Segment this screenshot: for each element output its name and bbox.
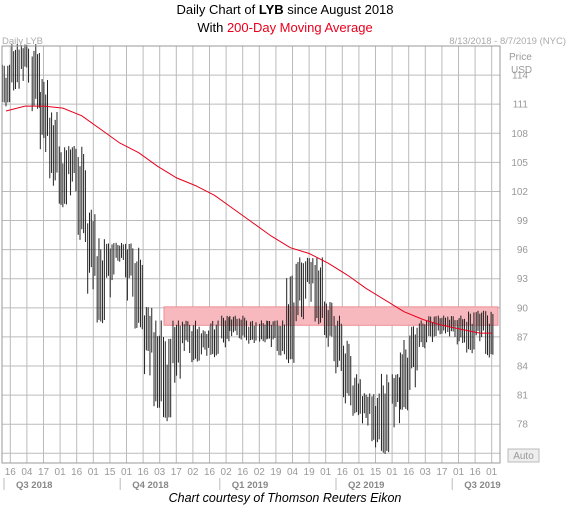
y-tick-label: 96 xyxy=(517,245,529,256)
chart-title-line-1: Daily Chart of LYB since August 2018 xyxy=(0,2,570,17)
x-tick-label: 16 xyxy=(138,467,150,478)
x-tick-label: 01 xyxy=(387,467,399,478)
quarter-label: Q4 2018 xyxy=(132,480,168,490)
subtitle-prefix: With xyxy=(197,20,227,35)
resistance-band xyxy=(163,306,499,326)
price-chart: 757881848790939699102105108111114 160417… xyxy=(1,36,566,490)
x-tick-label: 03 xyxy=(154,467,166,478)
x-tick-label: 04 xyxy=(287,467,299,478)
auto-scale-button[interactable] xyxy=(507,448,540,463)
x-tick-label: 01 xyxy=(320,467,332,478)
x-tick-label: 04 xyxy=(21,467,33,478)
x-tick-label: 19 xyxy=(270,467,282,478)
y-axis-title-price: Price xyxy=(509,52,532,63)
y-axis-labels: 757881848790939699102105108111114 xyxy=(511,71,528,460)
auto-scale-label: Auto xyxy=(513,451,534,462)
y-tick-label: 99 xyxy=(517,216,529,227)
subtitle-moving-average: 200-Day Moving Average xyxy=(226,20,373,35)
x-tick-label: 15 xyxy=(370,467,382,478)
x-tick-label: 17 xyxy=(171,467,183,478)
x-tick-label: 19 xyxy=(304,467,316,478)
x-axis-labels: 16 04 17 01 16 01 15 01 16 03 17 02 16 02 16 02 19 04 19 01… xyxy=(5,467,498,478)
y-tick-label: 78 xyxy=(517,420,529,431)
y-tick-label: 90 xyxy=(517,303,529,314)
quarter-label: Q1 2019 xyxy=(232,480,268,490)
price-bars xyxy=(1,44,494,454)
quarter-labels: Q3 2018 Q4 2018 Q1 2019 Q2 2019 Q3 2019 xyxy=(3,478,501,490)
quarter-label: Q2 2019 xyxy=(348,480,384,490)
x-tick-label: 01 xyxy=(486,467,498,478)
x-tick-label: 16 xyxy=(237,467,249,478)
x-tick-label: 01 xyxy=(453,467,465,478)
x-tick-label: 02 xyxy=(221,467,233,478)
x-tick-label: 16 xyxy=(71,467,83,478)
quarter-label: Q3 2018 xyxy=(16,480,52,490)
x-tick-label: 15 xyxy=(104,467,116,478)
x-tick-label: 01 xyxy=(88,467,100,478)
x-tick-label: 16 xyxy=(403,467,415,478)
x-tick-label: 16 xyxy=(5,467,17,478)
y-tick-label: 105 xyxy=(511,158,528,169)
y-tick-label: 87 xyxy=(517,332,529,343)
chart-header-left: Daily LYB xyxy=(2,36,43,47)
y-tick-label: 108 xyxy=(511,129,528,140)
x-tick-label: 02 xyxy=(187,467,199,478)
title-prefix: Daily Chart of xyxy=(176,2,259,17)
title-ticker: LYB xyxy=(258,2,284,17)
plot-border xyxy=(1,45,501,464)
x-tick-label: 17 xyxy=(436,467,448,478)
x-tick-label: 01 xyxy=(353,467,365,478)
chart-title-line-2: With 200-Day Moving Average xyxy=(0,20,570,35)
x-tick-label: 02 xyxy=(254,467,266,478)
chart-caption: Chart courtesy of Thomson Reuters Eikon xyxy=(168,491,402,505)
y-tick-label: 93 xyxy=(517,274,529,285)
chart-header-right: 8/13/2018 - 8/7/2019 (NYC) xyxy=(449,36,566,47)
x-tick-label: 16 xyxy=(204,467,216,478)
y-tick-label: 102 xyxy=(511,187,528,198)
x-tick-label: 16 xyxy=(337,467,349,478)
y-tick-label: 114 xyxy=(512,71,528,82)
x-tick-label: 16 xyxy=(470,467,482,478)
x-tick-label: 01 xyxy=(55,467,67,478)
x-tick-label: 03 xyxy=(420,467,432,478)
x-tick-label: 17 xyxy=(38,467,50,478)
moving-average-line xyxy=(5,105,492,334)
chart-grid xyxy=(2,46,500,463)
x-tick-label: 01 xyxy=(121,467,133,478)
y-axis-title-usd: USD xyxy=(511,65,532,76)
quarter-label: Q3 2019 xyxy=(464,480,500,490)
title-suffix: since August 2018 xyxy=(283,2,394,17)
y-tick-label: 111 xyxy=(513,100,529,111)
y-tick-label: 81 xyxy=(517,391,529,402)
y-tick-label: 84 xyxy=(517,362,529,373)
